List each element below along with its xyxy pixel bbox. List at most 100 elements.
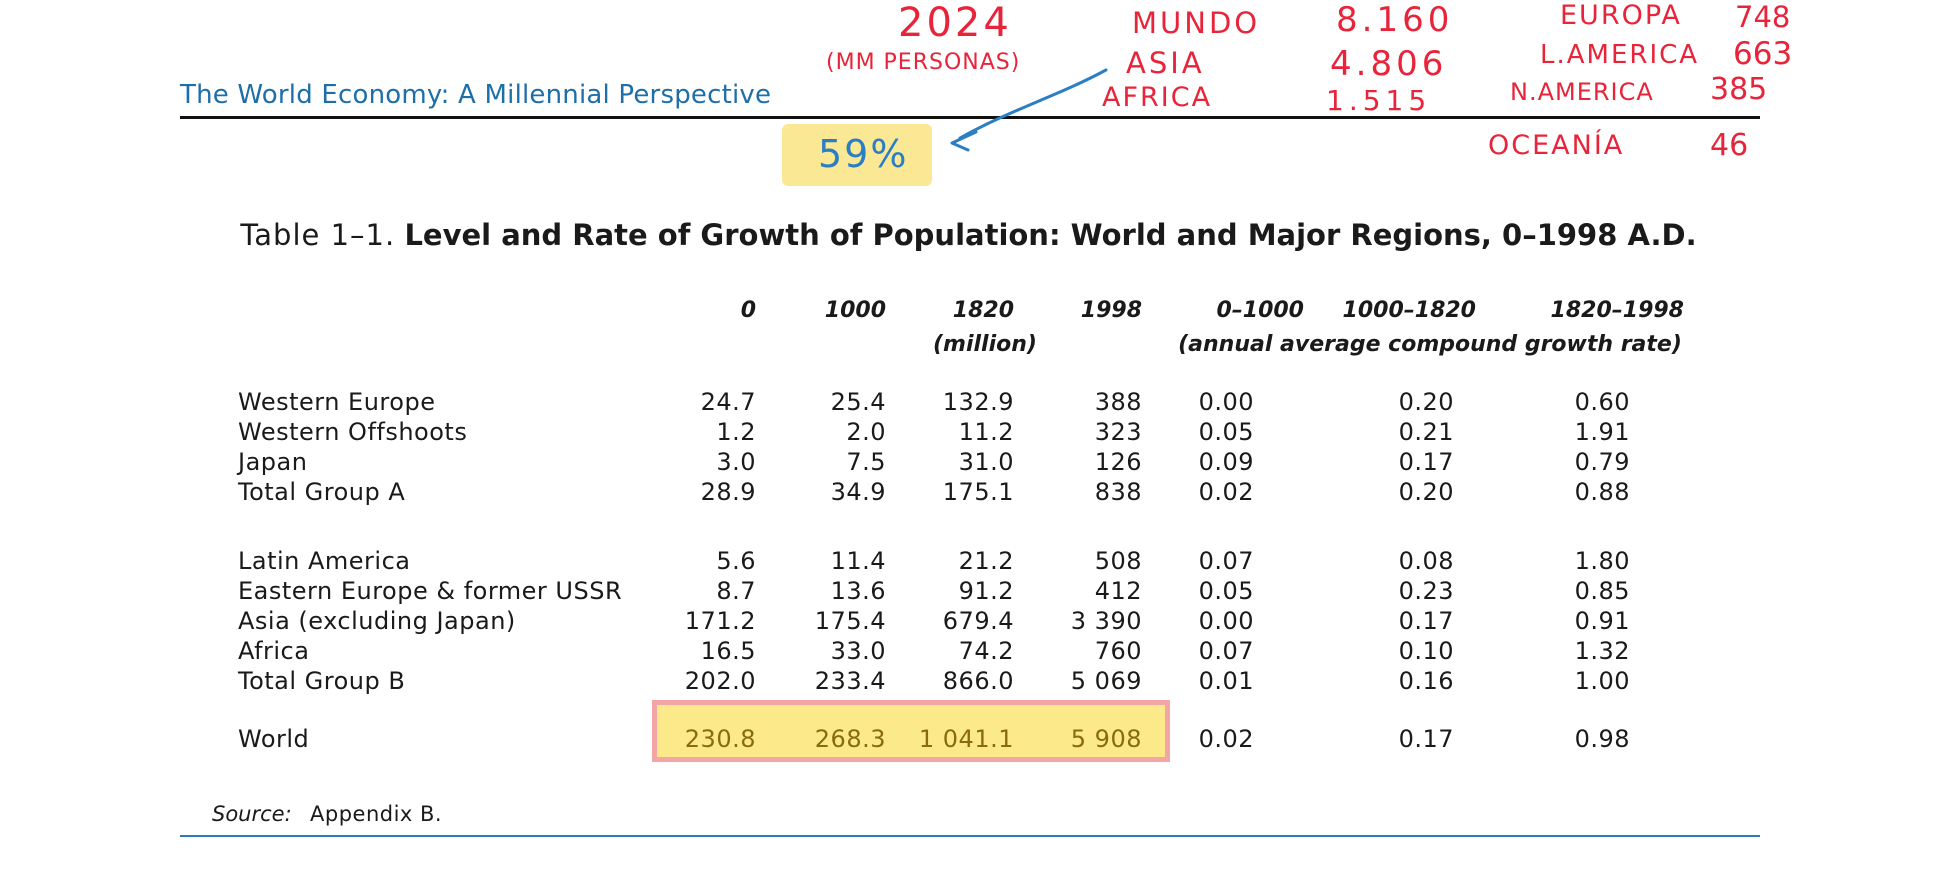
- table-cell: 0.79: [1574, 448, 1630, 476]
- table-title: Table 1–1. Level and Rate of Growth of P…: [0, 218, 1937, 252]
- col-header-1000-1820: 1000–1820: [1342, 298, 1476, 323]
- table-cell: 13.6: [830, 577, 886, 605]
- row-label: Asia (excluding Japan): [238, 607, 516, 635]
- table-cell: 132.9: [942, 388, 1014, 416]
- table-cell: 0.88: [1574, 478, 1630, 506]
- footer-rule: [180, 835, 1760, 837]
- running-title: The World Economy: A Millennial Perspect…: [180, 80, 772, 110]
- table-cell: 0.02: [1198, 478, 1254, 506]
- row-label: Eastern Europe & former USSR: [238, 577, 623, 605]
- row-label: Africa: [238, 637, 310, 665]
- table-cell: 412: [1094, 577, 1142, 605]
- col-header-1998: 1998: [1080, 298, 1142, 323]
- annotation-right-name-2: N.AMERICA: [1510, 78, 1654, 106]
- table-cell: 0.91: [1574, 607, 1630, 635]
- table-cell: 0.20: [1398, 388, 1454, 416]
- col-header-1820-1998: 1820–1998: [1550, 298, 1684, 323]
- annotation-right-name-0: EUROPA: [1560, 0, 1682, 31]
- table-cell: 1 041.1: [918, 725, 1014, 753]
- table-cell: 5 908: [1070, 725, 1142, 753]
- annotation-right-value-1: 663: [1733, 36, 1793, 72]
- table-cell: 679.4: [942, 607, 1014, 635]
- table-cell: 1.00: [1574, 667, 1630, 695]
- table-cell: 33.0: [830, 637, 886, 665]
- annotation-left-value-1: 4.806: [1330, 44, 1448, 84]
- table-cell: 91.2: [958, 577, 1014, 605]
- table-cell: 0.05: [1198, 577, 1254, 605]
- annotation-right-value-3: 46: [1710, 128, 1749, 163]
- table-cell: 866.0: [942, 667, 1014, 695]
- table-cell: 508: [1094, 547, 1142, 575]
- table-cell: 230.8: [684, 725, 756, 753]
- row-label: Western Europe: [238, 388, 436, 416]
- table-cell: 0.21: [1398, 418, 1454, 446]
- row-label: Total Group A: [238, 478, 406, 506]
- table-cell: 838: [1094, 478, 1142, 506]
- table-cell: 8.7: [716, 577, 756, 605]
- table-cell: 21.2: [958, 547, 1014, 575]
- table-cell: 3 390: [1070, 607, 1142, 635]
- annotation-left-name-1: ASIA: [1126, 46, 1205, 80]
- row-label: Japan: [238, 448, 308, 476]
- table-cell: 175.4: [814, 607, 886, 635]
- annotation-right-value-0: 748: [1735, 0, 1791, 34]
- row-label: Western Offshoots: [238, 418, 468, 446]
- table-cell: 175.1: [942, 478, 1014, 506]
- table-cell: 1.91: [1574, 418, 1630, 446]
- row-label: World: [238, 725, 310, 753]
- table-cell: 7.5: [846, 448, 886, 476]
- table-cell: 28.9: [700, 478, 756, 506]
- table-cell: 388: [1094, 388, 1142, 416]
- subhead-levels: (million): [933, 332, 1037, 357]
- row-label: Latin America: [238, 547, 411, 575]
- table-cell: 5 069: [1070, 667, 1142, 695]
- table-cell: 5.6: [716, 547, 756, 575]
- table-cell: 0.98: [1574, 725, 1630, 753]
- header-rule: [180, 116, 1760, 119]
- annotation-right-name-3: OCEANÍA: [1488, 130, 1625, 161]
- table-cell: 0.85: [1574, 577, 1630, 605]
- table-cell: 31.0: [958, 448, 1014, 476]
- table-cell: 0.17: [1398, 448, 1454, 476]
- table-cell: 126: [1094, 448, 1142, 476]
- table-cell: 233.4: [814, 667, 886, 695]
- table-cell: 0.17: [1398, 607, 1454, 635]
- percent-highlight: [782, 124, 932, 186]
- table-cell: 11.4: [830, 547, 886, 575]
- table-cell: 16.5: [700, 637, 756, 665]
- table-cell: 1.32: [1574, 637, 1630, 665]
- table-cell: 323: [1094, 418, 1142, 446]
- subhead-rates: (annual average compound growth rate): [1178, 332, 1682, 357]
- world-highlight-box: [652, 700, 1170, 762]
- source-value: Appendix B.: [310, 802, 443, 826]
- table-cell: 1.2: [716, 418, 756, 446]
- table-cell: 0.01: [1198, 667, 1254, 695]
- table-cell: 0.07: [1198, 547, 1254, 575]
- table-cell: 34.9: [830, 478, 886, 506]
- annotation-right-value-2: 385: [1710, 72, 1768, 107]
- annotation-percent: 59%: [818, 132, 909, 176]
- table-cell: 3.0: [716, 448, 756, 476]
- table-cell: 0.00: [1198, 607, 1254, 635]
- table-cell: 2.0: [846, 418, 886, 446]
- annotation-year: 2024: [898, 0, 1012, 46]
- table-cell: 202.0: [684, 667, 756, 695]
- table-cell: 171.2: [684, 607, 756, 635]
- table-cell: 74.2: [958, 637, 1014, 665]
- table-cell: 0.10: [1398, 637, 1454, 665]
- table-cell: 0.05: [1198, 418, 1254, 446]
- row-label: Total Group B: [238, 667, 406, 695]
- col-header-1820: 1820: [952, 298, 1014, 323]
- table-title-main: Level and Rate of Growth of Population: …: [404, 218, 1697, 252]
- annotation-left-name-2: AFRICA: [1102, 82, 1213, 113]
- table-cell: 0.07: [1198, 637, 1254, 665]
- table-cell: 25.4: [830, 388, 886, 416]
- table-cell: 0.09: [1198, 448, 1254, 476]
- table-cell: 0.02: [1198, 725, 1254, 753]
- table-cell: 268.3: [814, 725, 886, 753]
- table-cell: 760: [1094, 637, 1142, 665]
- table-cell: 0.08: [1398, 547, 1454, 575]
- col-header-0: 0: [740, 298, 756, 323]
- annotation-left-value-2: 1.515: [1326, 84, 1432, 117]
